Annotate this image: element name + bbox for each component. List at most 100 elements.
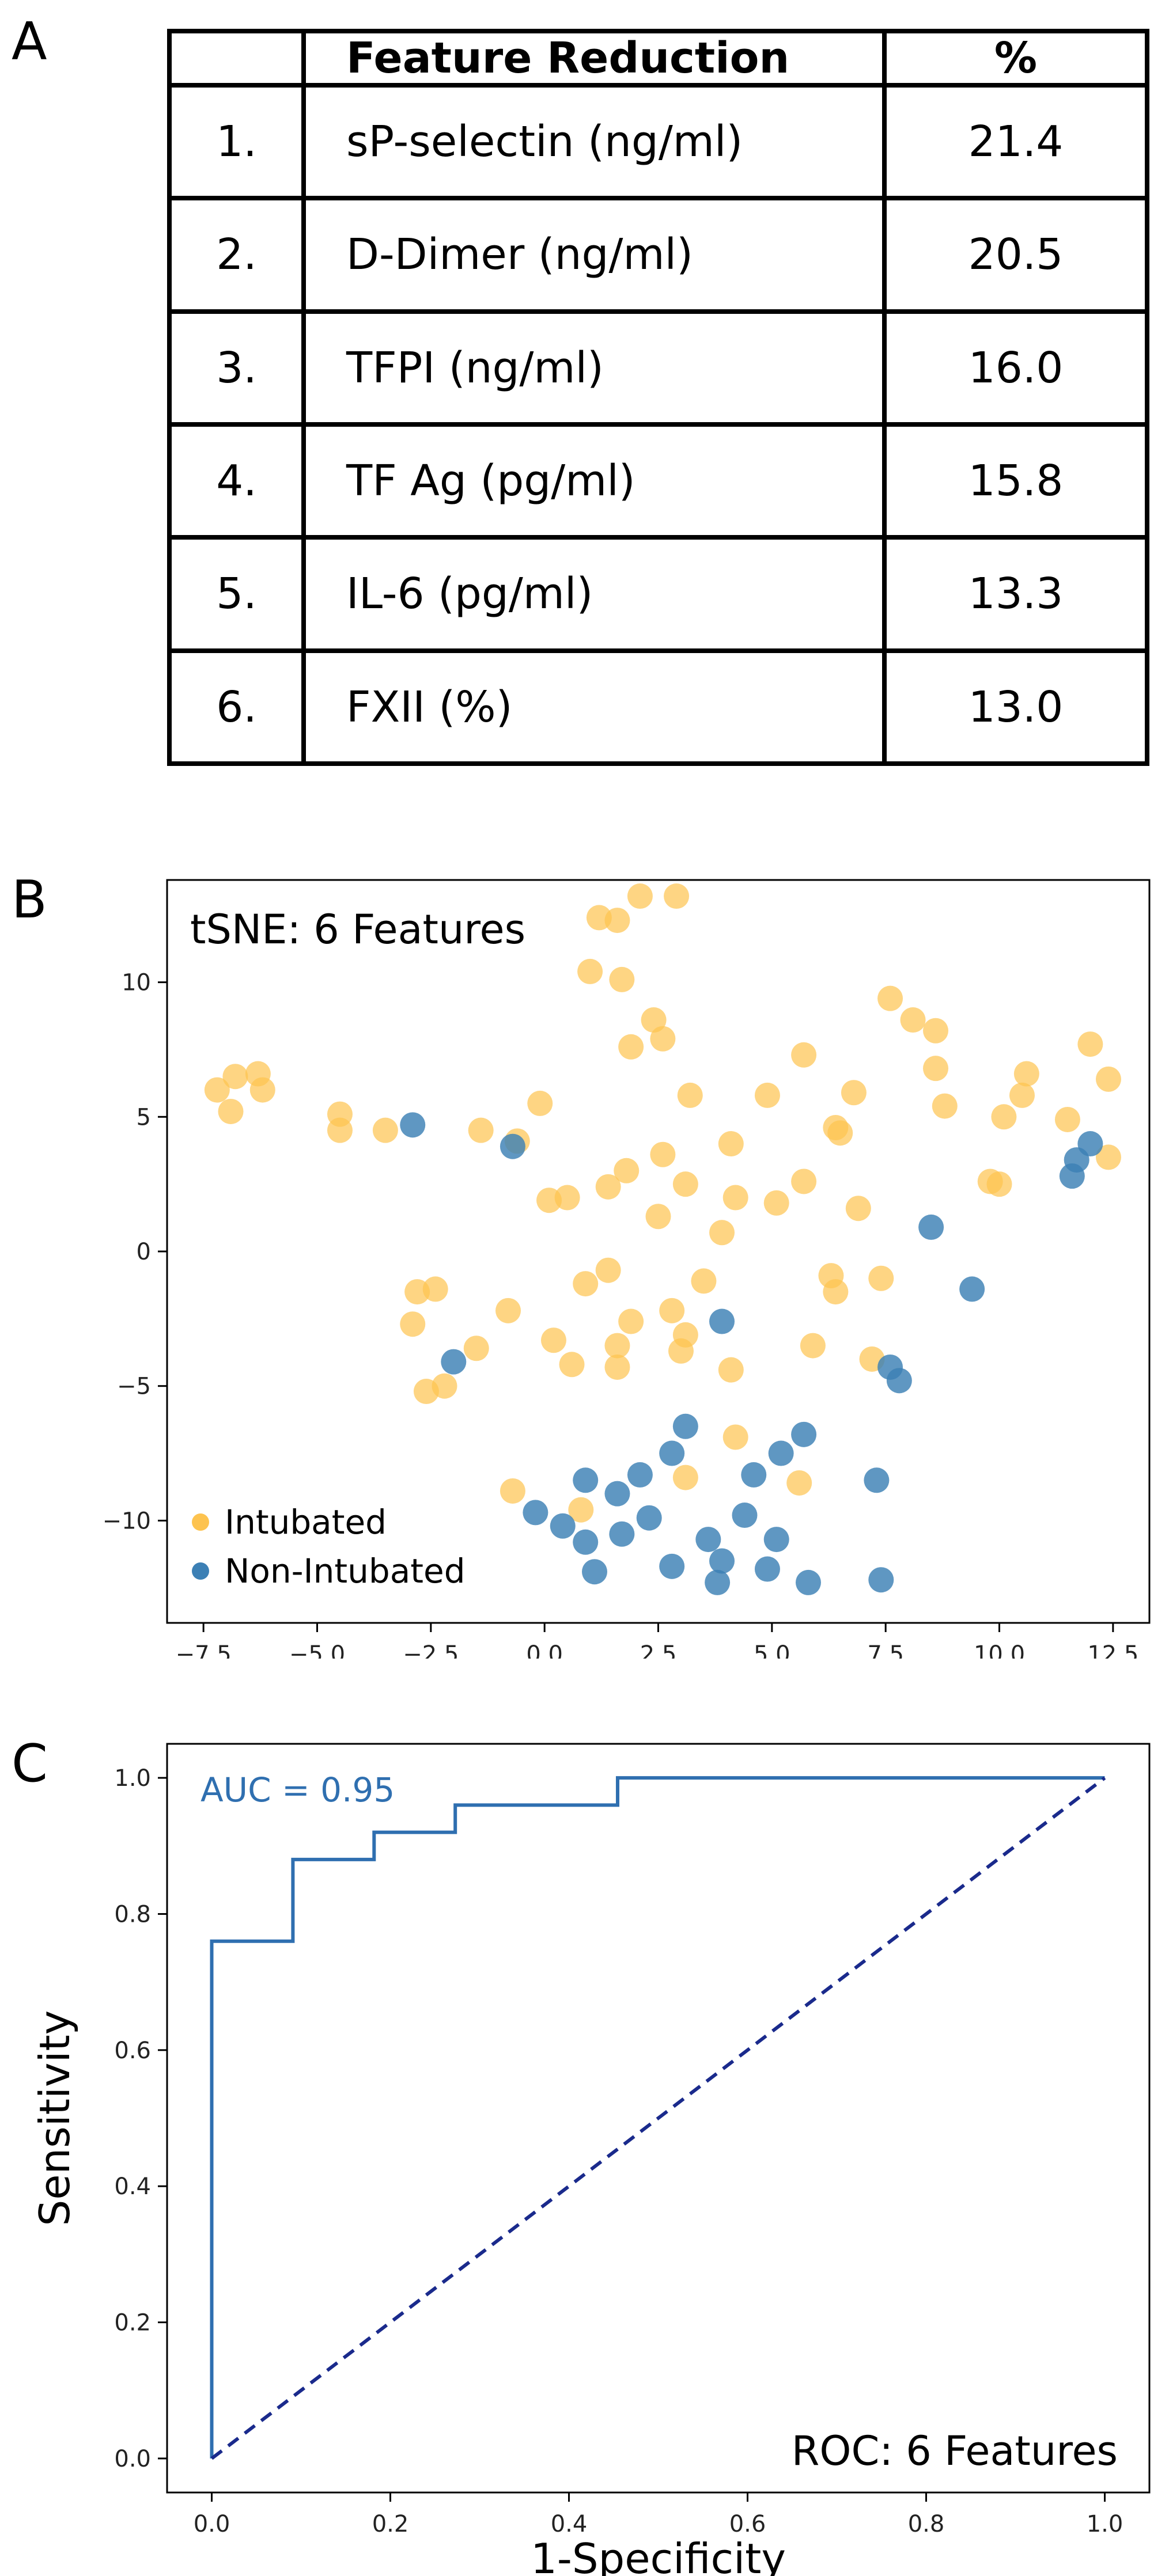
- scatter-point: [1054, 1106, 1080, 1132]
- scatter-point: [791, 1421, 817, 1447]
- scatter-point: [400, 1112, 426, 1138]
- row-rank: 2.: [167, 196, 306, 314]
- scatter-point: [959, 1276, 985, 1302]
- table-header-row: Feature Reduction %: [167, 29, 1149, 88]
- scatter-point: [986, 1171, 1012, 1197]
- scatter-point: [523, 1500, 548, 1526]
- y-tick-label: 0.8: [114, 1901, 151, 1928]
- scatter-point: [677, 1082, 703, 1108]
- row-rank: 3.: [167, 309, 306, 427]
- x-tick-label: −7.5: [176, 1641, 232, 1659]
- scatter-point: [1095, 1066, 1121, 1092]
- scatter-point: [604, 1333, 630, 1359]
- scatter-point: [709, 1308, 735, 1334]
- scatter-point: [618, 1308, 644, 1334]
- scatter-point: [559, 1352, 585, 1378]
- table-row: 1. sP-selectin (ng/ml) 21.4: [167, 82, 1149, 201]
- scatter-point: [249, 1077, 275, 1103]
- feature-reduction-table: Feature Reduction % 1. sP-selectin (ng/m…: [167, 29, 1149, 767]
- scatter-point: [650, 1026, 676, 1052]
- scatter-point: [732, 1503, 758, 1528]
- scatter-point: [222, 1064, 248, 1090]
- legend-label: Non-Intubated: [225, 1551, 466, 1591]
- header-percent: %: [882, 29, 1149, 88]
- scatter-point: [595, 1174, 621, 1200]
- scatter-point: [604, 1354, 630, 1380]
- scatter-point: [641, 1007, 667, 1033]
- x-tick-label: 0.0: [194, 2511, 230, 2537]
- scatter-point: [768, 1440, 794, 1466]
- scatter-point: [800, 1333, 826, 1359]
- x-tick-label: 5.0: [754, 1641, 790, 1659]
- scatter-point: [581, 1559, 607, 1585]
- scatter-point: [468, 1117, 494, 1143]
- scatter-point: [754, 1556, 780, 1582]
- scatter-point: [672, 1322, 698, 1348]
- scatter-point: [1077, 1031, 1103, 1057]
- scatter-point: [718, 1131, 744, 1157]
- scatter-point: [495, 1298, 521, 1323]
- scatter-point: [691, 1268, 717, 1294]
- header-rank: [167, 29, 306, 88]
- scatter-point: [573, 1467, 599, 1493]
- scatter-point: [709, 1548, 735, 1574]
- row-percent: 21.4: [882, 82, 1149, 201]
- chance-diagonal-line: [210, 1776, 1106, 2460]
- scatter-point: [1013, 1061, 1039, 1087]
- row-rank: 5.: [167, 535, 306, 653]
- x-tick-label: 0.2: [372, 2511, 409, 2537]
- row-feature: D-Dimer (ng/ml): [301, 196, 887, 314]
- scatter-point: [463, 1336, 489, 1361]
- scatter-point: [923, 1056, 949, 1082]
- x-tick-label: 12.5: [1087, 1641, 1138, 1659]
- scatter-point: [900, 1007, 926, 1033]
- scatter-point: [432, 1373, 457, 1399]
- scatter-point: [422, 1276, 448, 1302]
- scatter-point: [672, 1171, 698, 1197]
- auc-annotation: AUC = 0.95: [200, 1770, 395, 1809]
- table-row: 4. TF Ag (pg/ml) 15.8: [167, 422, 1149, 540]
- scatter-point: [550, 1513, 576, 1539]
- scatter-point: [722, 1185, 748, 1211]
- row-feature: IL-6 (pg/ml): [301, 535, 887, 653]
- row-percent: 15.8: [882, 422, 1149, 540]
- y-tick-label: 10: [122, 970, 151, 996]
- scatter-point: [500, 1478, 525, 1504]
- scatter-point: [705, 1569, 731, 1595]
- scatter-point: [659, 1553, 685, 1579]
- scatter-point: [540, 1327, 566, 1353]
- scatter-point: [923, 1018, 949, 1044]
- panel-b-letter: B: [12, 870, 47, 930]
- x-tick-label: −5.0: [289, 1641, 345, 1659]
- x-tick-label: 2.5: [640, 1641, 677, 1659]
- scatter-point: [627, 1462, 653, 1488]
- y-tick-label: 0: [137, 1239, 151, 1265]
- scatter-point: [659, 1440, 685, 1466]
- y-tick-label: 1.0: [114, 1765, 151, 1792]
- scatter-point: [659, 1298, 685, 1323]
- scatter-point: [568, 1497, 594, 1523]
- scatter-point: [864, 1467, 890, 1493]
- row-percent: 13.0: [882, 648, 1149, 767]
- scatter-point: [604, 908, 630, 934]
- tsne-scatter-chart: −7.5 −5.0 −2.5 0.0 2.5 5.0 7.5 10.0 12.5 −10 −5 0 5 1…: [103, 879, 1151, 1659]
- scatter-point: [527, 1090, 553, 1116]
- y-tick-label: −5: [117, 1374, 151, 1400]
- legend-label: Intubated: [225, 1503, 387, 1542]
- tsne-plot-frame: [166, 879, 1151, 1624]
- scatter-point: [672, 1465, 698, 1490]
- y-axis-label: Sensitivity: [31, 2010, 79, 2226]
- scatter-point: [327, 1117, 353, 1143]
- scatter-point: [204, 1077, 230, 1103]
- roc-curve-line: [210, 1776, 1105, 2459]
- scatter-point: [604, 1481, 630, 1507]
- x-tick-label: 0.6: [729, 2511, 766, 2537]
- scatter-point: [718, 1357, 744, 1383]
- y-tick-label: −10: [103, 1508, 151, 1534]
- scatter-point: [722, 1424, 748, 1450]
- tsne-title: tSNE: 6 Features: [190, 906, 525, 953]
- scatter-point: [645, 1204, 671, 1230]
- scatter-point: [991, 1104, 1017, 1130]
- scatter-point: [618, 1034, 644, 1060]
- row-rank: 4.: [167, 422, 306, 540]
